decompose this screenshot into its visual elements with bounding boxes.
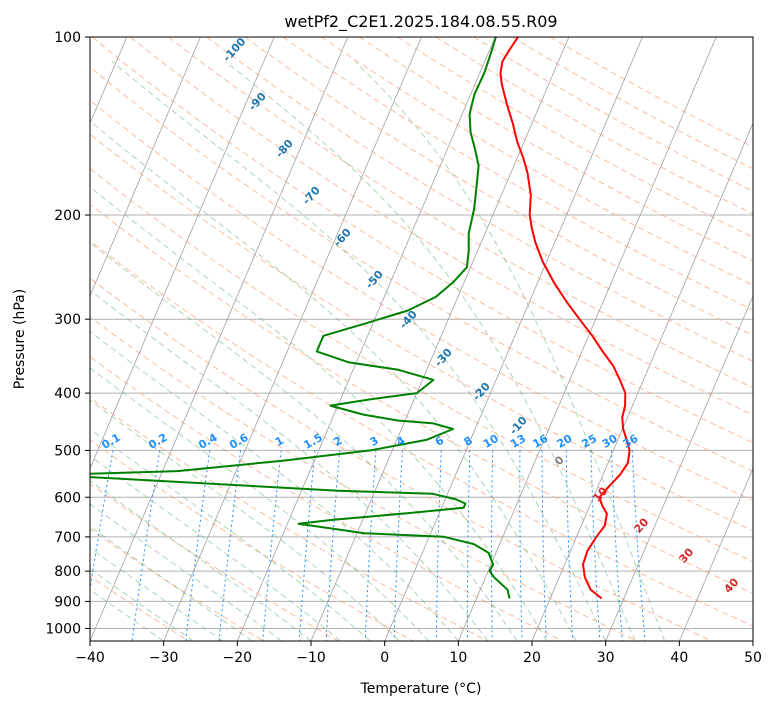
y-tick-label: 800: [54, 564, 81, 580]
isotherm-line: [310, 37, 570, 641]
isotherm-line: [678, 467, 753, 641]
isotherm-line: [605, 294, 753, 641]
moist-adiabat-line: [90, 428, 371, 641]
isotherm-line: [236, 37, 496, 641]
moist-adiabat-line: [90, 367, 430, 641]
x-axis-label: Temperature (°C): [360, 681, 482, 697]
dry-adiabat-line: [90, 316, 638, 641]
y-axis-label: Pressure (hPa): [12, 289, 28, 389]
x-tick-label: −20: [223, 650, 253, 666]
plot-frame: [89, 36, 754, 642]
y-tick-label: 700: [54, 530, 81, 546]
moist-adiabat-line: [90, 399, 400, 641]
y-tick-label: 600: [54, 490, 81, 506]
dry-adiabat-line: [90, 356, 563, 641]
isotherm-line: [90, 37, 201, 297]
dry-adiabat-line: [90, 277, 712, 641]
isotherm-line: [384, 37, 643, 641]
temperature-profile-line: [499, 37, 631, 600]
x-tick-label: −30: [149, 650, 179, 666]
y-tick-label: 200: [54, 208, 81, 224]
dewpoint-profile-line: [90, 37, 511, 599]
isotherm-line: [163, 37, 422, 641]
moist-adiabat-line: [90, 503, 282, 641]
x-tick-label: 50: [744, 650, 762, 666]
isotherm-line: [90, 37, 275, 470]
dry-adiabat-line: [90, 240, 753, 627]
dry-adiabat-line: [90, 483, 339, 641]
x-tick-label: 20: [523, 650, 541, 666]
y-tick-label: 500: [54, 443, 81, 459]
x-tick-label: 40: [670, 650, 688, 666]
x-tick-label: 10: [449, 650, 467, 666]
x-tick-label: 0: [380, 650, 389, 666]
dry-adiabat-line: [90, 99, 753, 502]
dry-adiabat-line: [90, 397, 488, 641]
moist-adiabat-line: [225, 61, 636, 641]
y-tick-label: 400: [54, 386, 81, 402]
dry-adiabat-line: [90, 203, 753, 594]
moist-adiabat-line: [90, 186, 548, 641]
y-tick-label: 300: [54, 312, 81, 328]
isotherm-line: [457, 37, 717, 641]
y-tick-label: 900: [54, 594, 81, 610]
moist-adiabat-line: [90, 241, 518, 641]
y-tick-label: 100: [54, 30, 81, 46]
x-tick-label: −40: [75, 650, 105, 666]
moist-adiabat-line: [90, 547, 223, 641]
x-tick-label: −10: [296, 650, 326, 666]
moist-adiabat-line: [90, 568, 194, 641]
moist-adiabat-line: [90, 525, 253, 641]
dry-adiabat-line: [90, 575, 190, 641]
x-tick-label: 30: [597, 650, 615, 666]
moist-adiabat-line: [90, 289, 489, 641]
moist-adiabat-line: [90, 589, 164, 641]
isotherm-line: [531, 122, 753, 641]
chart-title: wetPf2_C2E1.2025.184.08.55.R09: [284, 12, 557, 32]
moist-adiabat-line: [111, 61, 607, 641]
isotherm-line: [90, 37, 349, 641]
y-tick-label: 1000: [45, 621, 81, 637]
